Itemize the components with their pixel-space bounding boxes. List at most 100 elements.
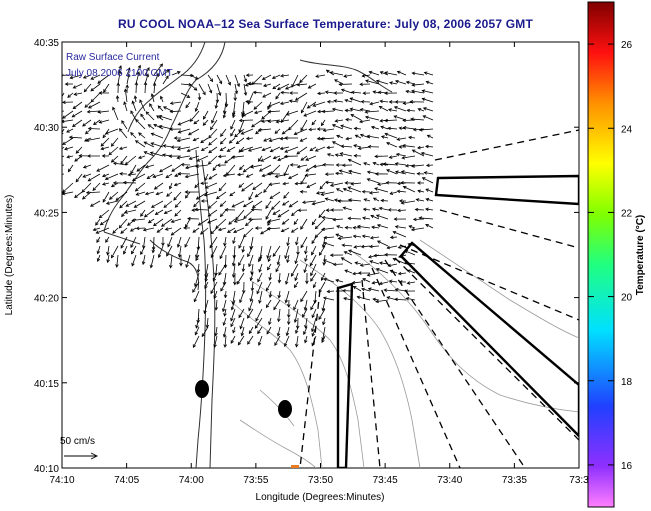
current-vector-head (276, 86, 281, 91)
current-vector (193, 290, 200, 302)
current-vector (215, 299, 218, 310)
current-vector-head (153, 123, 157, 128)
current-vector-head (55, 157, 58, 160)
current-vector-head (363, 198, 368, 202)
current-vector (126, 67, 131, 76)
current-vector-head (138, 132, 142, 136)
current-vector-head (174, 173, 178, 178)
current-vector-head (200, 199, 205, 203)
current-vector-head (267, 106, 271, 110)
current-vector-head (123, 101, 127, 105)
current-vector-head (215, 99, 220, 104)
current-vector (300, 137, 308, 142)
current-vector-head (214, 307, 219, 311)
current-vector (216, 191, 227, 200)
current-vector (123, 101, 128, 112)
current-vector-head (248, 307, 252, 312)
current-vector (195, 208, 209, 211)
current-vector (84, 101, 92, 108)
current-vector-head (215, 195, 220, 200)
current-vector-head (240, 131, 245, 135)
current-vector (371, 226, 380, 229)
current-vector (376, 80, 389, 85)
current-vector (377, 240, 389, 247)
current-vector (164, 209, 173, 214)
current-vector (323, 242, 335, 247)
current-vector (304, 299, 308, 311)
current-vector (248, 146, 263, 152)
current-vector-head (344, 225, 349, 230)
current-vector-head (241, 249, 245, 253)
current-vector (109, 191, 119, 200)
current-vector-head (354, 134, 359, 138)
station-marker-1 (195, 380, 209, 398)
current-vector-head (222, 333, 227, 338)
y-tick-label: 40:10 (34, 464, 59, 475)
current-vector (216, 92, 218, 103)
current-vector-head (96, 250, 101, 255)
current-vector-head (166, 193, 170, 197)
current-vector (425, 188, 434, 193)
current-vector (220, 209, 227, 217)
current-vector-head (85, 138, 90, 142)
current-vector (323, 297, 335, 301)
current-vector-head (255, 317, 259, 322)
current-vector (135, 140, 146, 148)
current-vector (361, 288, 371, 292)
current-vector-head (126, 222, 131, 226)
current-vector-head (357, 146, 362, 151)
current-vector-head (97, 80, 102, 84)
current-vector-head (423, 71, 428, 75)
current-vector (62, 191, 74, 195)
current-vector (105, 128, 119, 135)
current-vector (98, 110, 110, 113)
current-vector-head (193, 298, 197, 303)
current-vector-head (149, 151, 154, 155)
current-vector-head (378, 206, 383, 211)
current-vector (156, 115, 164, 121)
current-vector (161, 218, 173, 227)
current-vector-head (418, 128, 423, 132)
current-vector-head (230, 126, 234, 130)
current-vector (131, 245, 137, 255)
current-vector (258, 155, 263, 162)
current-vector-head (233, 219, 238, 223)
current-vector (132, 101, 137, 112)
current-vector (380, 126, 389, 130)
current-vector (323, 128, 335, 131)
current-vector (250, 290, 254, 302)
current-vector-head (272, 211, 277, 215)
current-vector-head (408, 225, 413, 229)
current-vector-head (337, 236, 342, 241)
current-vector (112, 107, 119, 121)
current-vector-head (250, 271, 254, 275)
current-vector-head (320, 192, 325, 196)
current-vector-head (268, 294, 273, 299)
current-vector-head (219, 140, 224, 145)
current-vector-head (325, 69, 330, 74)
current-vector (273, 155, 281, 159)
current-vector (325, 91, 335, 94)
current-vector-head (380, 125, 385, 129)
current-vector-head (112, 230, 116, 234)
current-vector-head (170, 232, 175, 236)
current-vector (275, 173, 290, 178)
current-vector-head (240, 332, 245, 337)
current-vector-head (304, 258, 308, 262)
current-vector-head (401, 155, 406, 160)
current-vector-head (260, 119, 265, 123)
current-vector (389, 82, 398, 85)
current-vector (262, 146, 272, 151)
current-vector-head (342, 187, 347, 192)
current-vector-head (288, 99, 293, 103)
current-vector (348, 217, 362, 220)
current-vector-head (90, 76, 95, 80)
current-vector (388, 263, 398, 267)
current-vector (62, 128, 65, 134)
current-vector (257, 326, 263, 334)
current-vector-head (303, 331, 307, 336)
current-vector (216, 83, 221, 96)
current-vector (241, 182, 254, 192)
current-vector (197, 263, 200, 273)
current-vector (286, 110, 299, 116)
